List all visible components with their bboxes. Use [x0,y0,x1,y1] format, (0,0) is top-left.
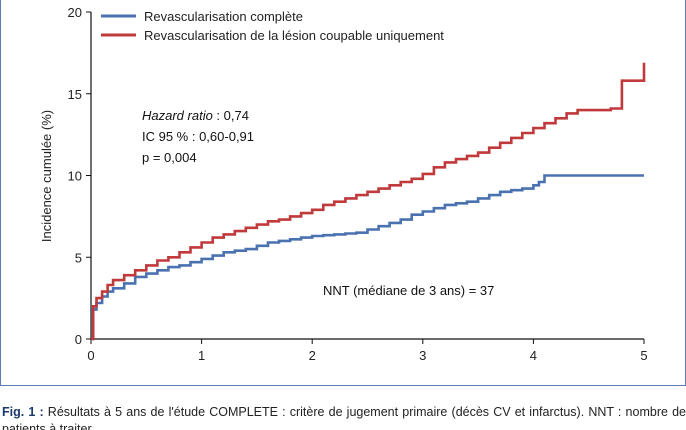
p-value-text: p = 0,004 [142,150,197,165]
hazard-ratio-label: Hazard ratio [142,108,213,123]
series-line-complete [91,174,644,341]
caption-text: Résultats à 5 ans de l'étude COMPLETE : … [2,405,686,430]
x-tick-label: 5 [640,348,647,363]
figure-caption: Fig. 1 : Résultats à 5 ans de l'étude CO… [2,404,686,430]
legend-label-complete: Revascularisation complète [144,9,303,24]
x-tick-label: 4 [530,348,537,363]
y-tick-label: 20 [68,5,82,20]
y-tick-label: 15 [68,87,82,102]
figure-frame: 0 1 2 3 4 5 0 5 10 15 20 Incidence cumulée (%) Re… [0,0,686,386]
x-tick-label: 0 [87,348,94,363]
axes: 0 1 2 3 4 5 0 5 10 15 20 [68,5,648,363]
nnt-annotation: NNT (médiane de 3 ans) = 37 [323,283,494,298]
x-ticks: 0 1 2 3 4 5 [87,339,648,363]
series-layer [91,62,646,341]
series-line-culprit [91,62,646,341]
y-ticks: 0 5 10 15 20 [68,5,91,347]
stats-annotation: Hazard ratio : 0,74 IC 95 % : 0,60-0,91 … [142,108,254,165]
y-tick-label: 5 [75,250,82,265]
confidence-interval-text: IC 95 % : 0,60-0,91 [142,129,254,144]
legend: Revascularisation complète Revascularisa… [101,9,444,43]
caption-label: Fig. 1 : [2,405,44,419]
legend-label-culprit: Revascularisation de la lésion coupable … [144,28,444,43]
y-axis-title: Incidence cumulée (%) [39,110,54,242]
y-tick-label: 10 [68,169,82,184]
chart: 0 1 2 3 4 5 0 5 10 15 20 Incidence cumulée (%) Re… [39,5,648,363]
hazard-ratio-value: : 0,74 [213,108,249,123]
y-tick-label: 0 [75,332,82,347]
x-tick-label: 2 [309,348,316,363]
hazard-ratio-text: Hazard ratio : 0,74 [142,108,249,123]
x-tick-label: 3 [419,348,426,363]
x-tick-label: 1 [198,348,205,363]
